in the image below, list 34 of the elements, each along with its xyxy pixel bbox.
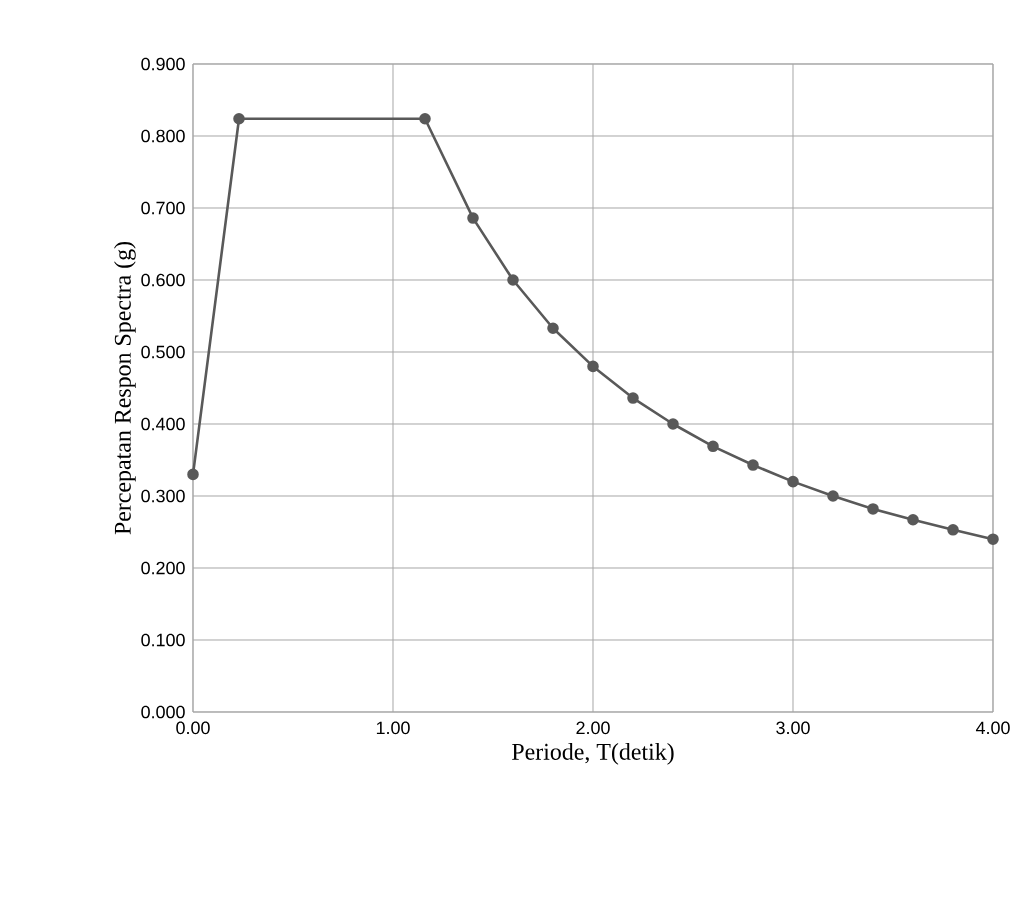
point — [547, 322, 559, 335]
y-tick-label: 0.400 — [141, 417, 185, 431]
point — [907, 513, 919, 526]
y-axis-title: Percepatan Respon Spectra (g) — [114, 242, 136, 535]
y-tick-label: 0.000 — [141, 705, 185, 719]
y-tick-label: 0.700 — [141, 201, 185, 215]
point — [707, 440, 719, 453]
x-tick-label: 3.00 — [776, 721, 810, 735]
y-tick-label: 0.800 — [141, 129, 185, 143]
point — [747, 459, 759, 471]
point — [627, 392, 639, 404]
y-tick-label: 0.100 — [141, 633, 185, 647]
point — [587, 360, 599, 373]
point — [187, 468, 199, 481]
point — [987, 533, 999, 545]
x-tick-label: 2.00 — [576, 721, 610, 735]
x-axis-title: Periode, T(detik) — [512, 743, 674, 765]
point — [507, 274, 519, 286]
point — [867, 503, 879, 515]
point — [787, 475, 799, 488]
point — [827, 490, 839, 502]
point — [233, 112, 245, 125]
x-tick-label: 0.00 — [176, 721, 210, 735]
point — [947, 524, 959, 536]
x-tick-label: 1.00 — [376, 721, 410, 735]
y-tick-label: 0.200 — [141, 561, 185, 575]
y-tick-label: 0.600 — [141, 273, 185, 287]
x-tick-label: 4.00 — [975, 721, 1010, 735]
point — [667, 418, 679, 430]
point — [467, 212, 479, 224]
y-tick-label: 0.900 — [141, 57, 185, 71]
point — [419, 112, 431, 125]
y-tick-label: 0.500 — [141, 345, 185, 359]
y-tick-label: 0.300 — [141, 489, 185, 503]
